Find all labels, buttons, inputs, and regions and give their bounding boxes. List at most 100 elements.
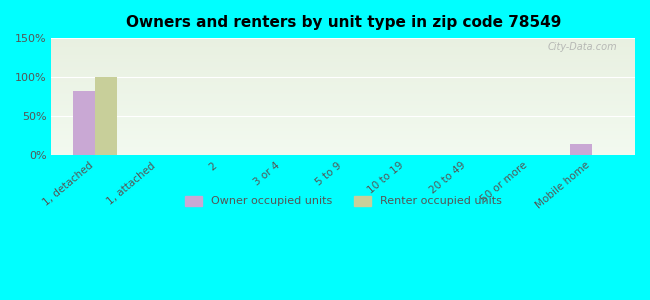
Bar <box>51 76 635 77</box>
Bar <box>51 123 635 124</box>
Bar <box>51 57 635 58</box>
Bar <box>51 128 635 129</box>
Bar <box>51 112 635 113</box>
Bar <box>51 62 635 63</box>
Bar <box>51 130 635 131</box>
Text: City-Data.com: City-Data.com <box>548 42 617 52</box>
Bar <box>51 69 635 70</box>
Bar <box>51 42 635 43</box>
Bar <box>570 144 592 155</box>
Bar <box>51 81 635 82</box>
Bar <box>51 78 635 79</box>
Bar <box>51 80 635 81</box>
Bar <box>73 91 95 155</box>
Bar <box>51 131 635 132</box>
Bar <box>51 113 635 114</box>
Bar <box>51 150 635 151</box>
Bar <box>51 40 635 41</box>
Bar <box>51 43 635 44</box>
Bar <box>51 90 635 91</box>
Bar <box>51 52 635 53</box>
Bar <box>51 111 635 112</box>
Bar <box>51 53 635 54</box>
Bar <box>51 148 635 149</box>
Bar <box>51 82 635 83</box>
Bar <box>51 45 635 46</box>
Bar <box>51 133 635 134</box>
Bar <box>51 116 635 117</box>
Bar <box>51 44 635 45</box>
Bar <box>51 122 635 123</box>
Bar <box>51 93 635 94</box>
Bar <box>51 141 635 142</box>
Bar <box>51 127 635 128</box>
Bar <box>51 139 635 140</box>
Bar <box>51 51 635 52</box>
Bar <box>51 89 635 90</box>
Bar <box>51 83 635 84</box>
Bar <box>51 108 635 109</box>
Bar <box>51 132 635 133</box>
Bar <box>51 102 635 103</box>
Bar <box>51 96 635 97</box>
Bar <box>51 121 635 122</box>
Bar <box>51 79 635 80</box>
Bar <box>51 98 635 99</box>
Bar <box>51 95 635 96</box>
Bar <box>51 140 635 141</box>
Bar <box>51 143 635 144</box>
Bar <box>51 152 635 153</box>
Bar <box>51 61 635 62</box>
Bar <box>51 40 635 41</box>
Bar <box>51 117 635 118</box>
Bar <box>51 125 635 126</box>
Bar <box>51 47 635 48</box>
Bar <box>51 66 635 67</box>
Bar <box>51 109 635 110</box>
Bar <box>51 48 635 49</box>
Bar <box>51 58 635 59</box>
Bar <box>51 39 635 40</box>
Bar <box>51 153 635 154</box>
Bar <box>51 84 635 85</box>
Bar <box>51 129 635 130</box>
Bar <box>51 114 635 115</box>
Title: Owners and renters by unit type in zip code 78549: Owners and renters by unit type in zip c… <box>125 15 561 30</box>
Bar <box>51 107 635 108</box>
Bar <box>51 134 635 135</box>
Bar <box>51 145 635 146</box>
Bar <box>51 124 635 125</box>
Bar <box>51 60 635 61</box>
Bar <box>51 73 635 74</box>
Bar <box>51 70 635 71</box>
Bar <box>51 149 635 150</box>
Bar <box>51 67 635 68</box>
Bar <box>51 92 635 93</box>
Bar <box>51 59 635 60</box>
Bar <box>51 137 635 138</box>
Bar <box>51 99 635 100</box>
Bar <box>51 138 635 139</box>
Bar <box>51 146 635 147</box>
Bar <box>51 63 635 64</box>
Bar <box>51 56 635 57</box>
Bar <box>51 54 635 55</box>
Bar <box>51 110 635 111</box>
Bar <box>51 55 635 56</box>
Bar <box>51 101 635 102</box>
Bar <box>51 46 635 47</box>
Bar <box>51 115 635 116</box>
Bar <box>51 120 635 121</box>
Bar <box>51 119 635 120</box>
Bar <box>51 105 635 106</box>
Bar <box>51 151 635 152</box>
Bar <box>95 77 116 155</box>
Bar <box>51 106 635 107</box>
Bar <box>51 126 635 127</box>
Bar <box>51 104 635 105</box>
Bar <box>51 97 635 98</box>
Bar <box>51 38 635 39</box>
Bar <box>51 88 635 89</box>
Bar <box>51 94 635 95</box>
Bar <box>51 65 635 66</box>
